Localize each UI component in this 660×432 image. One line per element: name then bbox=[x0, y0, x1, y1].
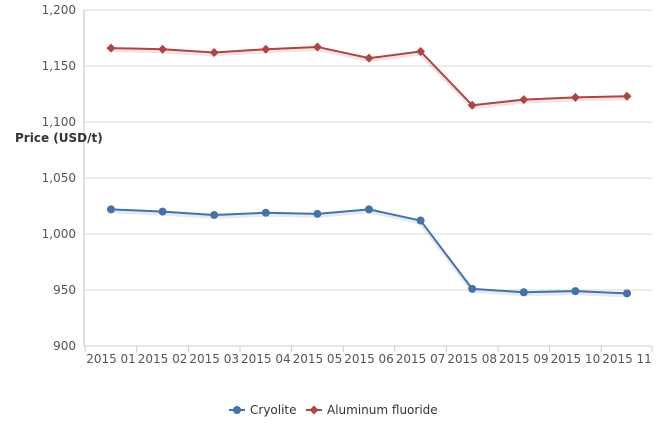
y-tick-label: 1,000 bbox=[42, 227, 76, 241]
data-point bbox=[107, 205, 115, 214]
data-point bbox=[519, 95, 529, 105]
x-tick-label: 2015 01 bbox=[86, 352, 136, 366]
x-tick-label: 2015 04 bbox=[241, 352, 291, 366]
x-tick-label: 2015 10 bbox=[551, 352, 601, 366]
y-tick-label: 1,050 bbox=[42, 171, 76, 185]
legend-item-cryolite[interactable]: Cryolite bbox=[229, 403, 297, 417]
data-point bbox=[468, 284, 477, 293]
y-tick-label: 900 bbox=[53, 339, 76, 353]
x-tick-label: 2015 05 bbox=[293, 352, 343, 366]
data-point bbox=[416, 216, 425, 225]
data-point bbox=[158, 207, 167, 216]
data-point bbox=[623, 289, 631, 298]
data-point bbox=[106, 43, 116, 53]
x-tick-label: 2015 02 bbox=[138, 352, 188, 366]
data-point bbox=[365, 205, 373, 214]
data-point bbox=[209, 48, 219, 58]
y-tick-label: 1,100 bbox=[42, 115, 76, 129]
data-point bbox=[210, 210, 219, 219]
y-tick-label: 1,150 bbox=[42, 59, 76, 73]
legend-marker bbox=[233, 406, 241, 414]
data-point bbox=[467, 100, 477, 110]
legend-label: Aluminum fluoride bbox=[327, 403, 438, 417]
x-tick-label: 2015 08 bbox=[447, 352, 497, 366]
data-point bbox=[416, 46, 426, 56]
data-point bbox=[571, 287, 580, 296]
axes bbox=[83, 10, 653, 352]
grid-lines bbox=[84, 9, 652, 291]
data-point bbox=[312, 42, 322, 52]
series-line bbox=[110, 208, 628, 295]
data-point bbox=[313, 209, 322, 218]
data-point bbox=[261, 44, 271, 54]
x-axis-tick-labels: 2015 01 2015 02 2015 03 2015 04 2015 05 2015 … bbox=[86, 352, 652, 366]
series bbox=[106, 42, 632, 298]
y-axis-tick-labels: 900 950 1,000 1,050 1,100 1,150 1,200 bbox=[42, 3, 76, 353]
data-point bbox=[158, 44, 168, 54]
x-tick-label: 2015 07 bbox=[396, 352, 446, 366]
data-point bbox=[570, 92, 580, 102]
data-point bbox=[364, 53, 374, 63]
y-tick-label: 1,200 bbox=[42, 3, 76, 17]
x-tick-label: 2015 09 bbox=[499, 352, 549, 366]
legend-label: Cryolite bbox=[250, 403, 297, 417]
series-aluminum-fluoride bbox=[106, 42, 632, 110]
data-point bbox=[519, 288, 528, 297]
legend-marker bbox=[309, 405, 319, 415]
data-point bbox=[261, 208, 270, 217]
series-line-shadow bbox=[110, 209, 628, 298]
series-cryolite bbox=[107, 205, 631, 298]
legend[interactable]: Cryolite Aluminum fluoride bbox=[229, 403, 438, 417]
y-tick-label: 950 bbox=[53, 283, 76, 297]
y-axis-label: Price (USD/t) bbox=[15, 131, 103, 145]
data-point bbox=[622, 91, 632, 101]
x-tick-label: 2015 11 bbox=[602, 352, 652, 366]
legend-item-aluminum-fluoride[interactable]: Aluminum fluoride bbox=[306, 403, 438, 417]
x-tick-label: 2015 03 bbox=[189, 352, 239, 366]
x-tick-label: 2015 06 bbox=[344, 352, 394, 366]
